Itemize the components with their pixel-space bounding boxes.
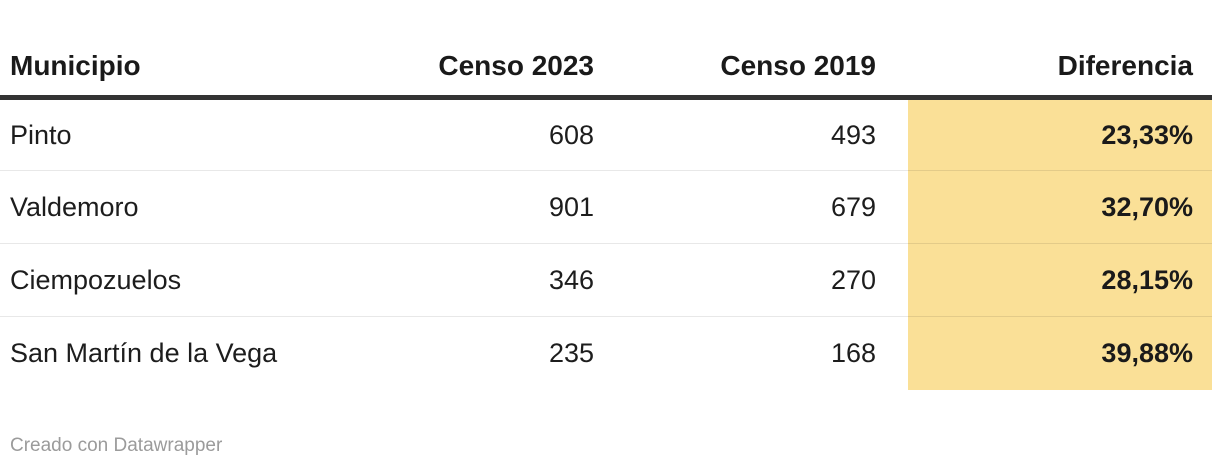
- header-row: Municipio Censo 2023 Censo 2019 Diferenc…: [0, 0, 1212, 100]
- cell-censo-2019: 679: [608, 170, 908, 244]
- cell-diferencia-highlighted: 32,70%: [908, 170, 1212, 244]
- column-header-diferencia: Diferencia: [908, 0, 1212, 100]
- cell-censo-2023: 235: [548, 337, 594, 368]
- cell-censo-2019: 270: [608, 243, 908, 317]
- datawrapper-credit: Creado con Datawrapper: [10, 434, 223, 456]
- column-header-censo-2019: Censo 2019: [608, 0, 908, 100]
- cell-municipio: Ciempozuelos: [0, 243, 360, 317]
- column-header-municipio: Municipio: [0, 0, 360, 100]
- cell-diferencia-highlighted: 39,88%: [908, 316, 1212, 390]
- cell-censo-2019: 493: [608, 97, 908, 171]
- cell-censo-2019: 168: [830, 337, 876, 368]
- column-header-censo-2023: Censo 2023: [360, 0, 608, 100]
- table-row-ciempozuelos: Ciempozuelos 346 270 28,15%: [0, 243, 1212, 317]
- cell-municipio: Valdemoro: [0, 170, 360, 244]
- cell-diferencia-highlighted: 23,33%: [908, 97, 1212, 171]
- table-row-valdemoro: Valdemoro 901 679 32,70%: [0, 170, 1212, 244]
- census-table: Municipio Censo 2023 Censo 2019 Diferenc…: [0, 0, 1212, 390]
- cell-censo-2023: 608: [360, 97, 608, 171]
- cell-municipio: San Martín de la Vega: [10, 337, 278, 368]
- cell-municipio: Pinto: [0, 97, 360, 171]
- cell-censo-2023: 346: [360, 243, 608, 317]
- table-row-san-martin-de-la-vega: San Martín de la Vega 235 168 39,88%: [0, 316, 1212, 390]
- cell-censo-2023: 901: [360, 170, 608, 244]
- cell-diferencia-highlighted: 28,15%: [908, 243, 1212, 317]
- table-row-pinto: Pinto 608 493 23,33%: [0, 97, 1212, 171]
